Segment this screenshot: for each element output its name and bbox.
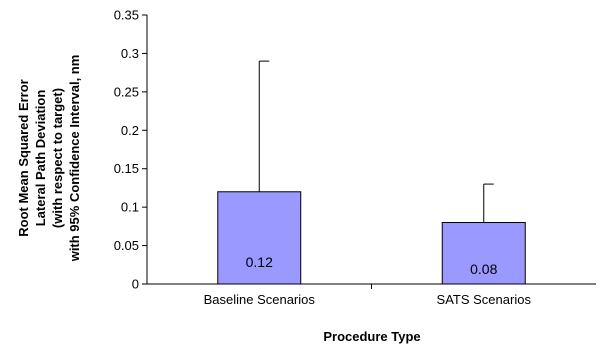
x-axis-title: Procedure Type [323, 329, 420, 344]
bar [441, 222, 526, 285]
axes [146, 15, 596, 289]
x-category-label: Baseline Scenarios [204, 292, 316, 307]
y-axis-title: Root Mean Squared Error Lateral Path Dev… [16, 55, 82, 263]
y-axis-ticks: 0 0.05 0.1 0.15 0.2 0.25 0.3 0.35 [114, 8, 147, 292]
y-tick-label: 0.15 [114, 161, 139, 176]
y-tick-label: 0.35 [114, 8, 139, 23]
y-axis-title-line-4: with 95% Confidence Interval, nm [67, 55, 82, 263]
y-tick-label: 0.1 [121, 200, 139, 215]
y-axis-title-line-3: (with respect to target) [50, 88, 65, 228]
y-tick-label: 0.05 [114, 238, 139, 253]
y-tick-label: 0.25 [114, 84, 139, 99]
y-tick-label: 0.3 [121, 46, 139, 61]
y-axis-title-line-2: Lateral Path Deviation [33, 90, 48, 227]
y-axis-title-line-1: Root Mean Squared Error [16, 79, 31, 236]
y-tick-label: 0 [132, 277, 139, 292]
x-axis-categories: Baseline Scenarios SATS Scenarios [204, 292, 532, 307]
bars: 0.12 0.08 [217, 191, 526, 285]
bar [217, 191, 302, 285]
x-category-label: SATS Scenarios [437, 292, 532, 307]
error-bars [258, 60, 494, 223]
bar-data-label: 0.12 [246, 254, 273, 270]
y-tick-label: 0.2 [121, 123, 139, 138]
bar-data-label: 0.08 [470, 261, 497, 277]
